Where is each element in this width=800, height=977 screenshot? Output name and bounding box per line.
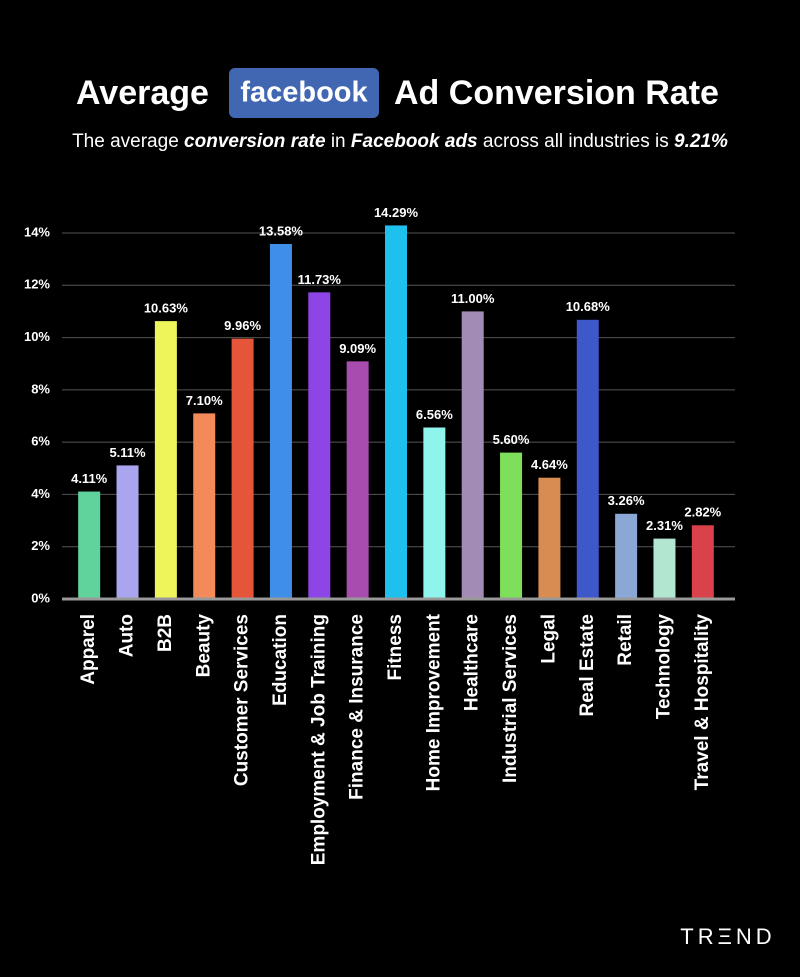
value-label: 5.60%	[493, 432, 530, 447]
y-tick-label: 6%	[31, 434, 50, 449]
y-tick-label: 2%	[31, 538, 50, 553]
brand-logo: TRΞND	[680, 924, 775, 949]
value-label: 7.10%	[186, 393, 223, 408]
subtitle-part: The average	[72, 131, 184, 152]
x-tick-label: Auto	[117, 614, 138, 657]
value-label: 6.56%	[416, 407, 453, 422]
bar	[615, 513, 638, 599]
chart-title: Ad Conversion Rate	[394, 74, 719, 112]
bar	[116, 465, 139, 599]
bar	[653, 538, 676, 599]
bar	[461, 311, 484, 599]
y-tick-label: 4%	[31, 486, 50, 501]
bar	[193, 413, 216, 599]
value-label: 2.82%	[684, 505, 721, 520]
x-tick-label: Healthcare	[462, 614, 483, 711]
bar	[500, 452, 523, 599]
bar	[346, 361, 369, 599]
subtitle-part: across all industries is	[478, 131, 674, 152]
value-label: 4.64%	[531, 457, 568, 472]
value-label: 11.73%	[298, 272, 342, 287]
value-label: 3.26%	[608, 493, 645, 508]
subtitle-part: in	[326, 131, 351, 152]
facebook-logo: facebook	[240, 77, 368, 109]
value-label: 5.11%	[109, 445, 146, 460]
x-tick-label: Industrial Services	[500, 614, 521, 783]
value-label: 13.58%	[259, 223, 304, 238]
x-tick-label: Employment & Job Training	[308, 614, 329, 865]
bar	[154, 321, 177, 599]
value-label: 11.00%	[451, 291, 495, 306]
chart-title: Average	[76, 74, 209, 112]
value-label: 9.09%	[339, 341, 376, 356]
subtitle-part: conversion rate	[184, 131, 326, 152]
value-label: 2.31%	[646, 518, 683, 533]
x-tick-label: Real Estate	[577, 614, 598, 716]
subtitle-part: 9.21%	[674, 131, 728, 152]
chart-subtitle: The average conversion rate in Facebook …	[72, 131, 728, 152]
x-tick-label: Fitness	[385, 614, 406, 681]
x-tick-label: Education	[270, 614, 291, 706]
subtitle-part: Facebook ads	[351, 131, 478, 152]
facebook-logo-box	[229, 68, 379, 118]
value-label: 9.96%	[224, 318, 261, 333]
x-tick-label: Beauty	[193, 614, 214, 678]
x-tick-label: Legal	[538, 614, 559, 664]
y-tick-label: 0%	[31, 590, 50, 605]
value-label: 14.29%	[374, 205, 419, 220]
bar	[385, 225, 407, 599]
y-tick-label: 10%	[24, 329, 50, 344]
y-tick-label: 14%	[24, 224, 50, 239]
value-label: 10.68%	[566, 299, 611, 314]
y-tick-label: 8%	[31, 381, 50, 396]
bar	[576, 319, 599, 599]
x-tick-label: Finance & Insurance	[347, 614, 368, 800]
x-tick-label: B2B	[155, 614, 176, 652]
x-tick-label: Technology	[653, 614, 674, 720]
x-tick-label: Apparel	[78, 614, 99, 685]
x-tick-label: Retail	[615, 614, 636, 666]
x-tick-label: Customer Services	[232, 614, 253, 786]
value-label: 4.11%	[71, 471, 108, 486]
bar	[691, 525, 714, 599]
x-tick-label: Travel & Hospitality	[692, 614, 713, 791]
x-tick-label: Home Improvement	[423, 613, 444, 791]
bar	[538, 477, 561, 599]
bar	[78, 491, 101, 599]
y-tick-label: 12%	[24, 277, 50, 292]
bar	[269, 243, 292, 600]
value-label: 10.63%	[144, 301, 189, 316]
bar	[308, 292, 331, 599]
bar	[231, 338, 254, 599]
bar	[423, 427, 446, 599]
